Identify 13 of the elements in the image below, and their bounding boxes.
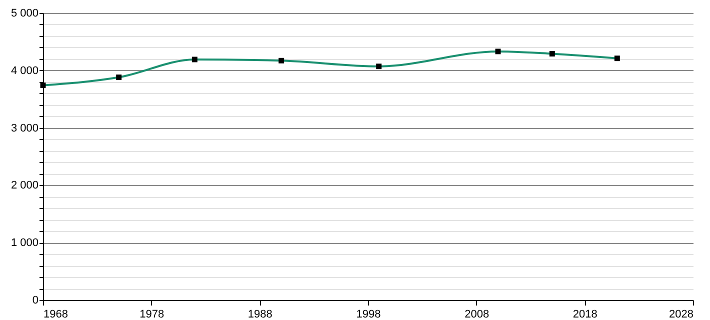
x-tick-label: 1968	[44, 308, 68, 320]
x-tick-label: 2028	[669, 308, 694, 320]
y-tick-label: 0	[32, 294, 38, 306]
x-tick-label: 1978	[140, 308, 164, 320]
y-tick-label: 3 000	[10, 122, 38, 134]
x-tick-label: 2018	[572, 308, 598, 320]
y-tick-label: 5 000	[10, 8, 38, 20]
y-tick-label: 1 000	[10, 237, 38, 250]
y-tick-label: 4 000	[10, 64, 38, 77]
x-tick-label: 1988	[248, 308, 272, 320]
x-tick-label: 2008	[464, 308, 490, 320]
x-tick-label: 1998	[356, 308, 381, 320]
y-tick-label: 2 000	[10, 180, 38, 192]
